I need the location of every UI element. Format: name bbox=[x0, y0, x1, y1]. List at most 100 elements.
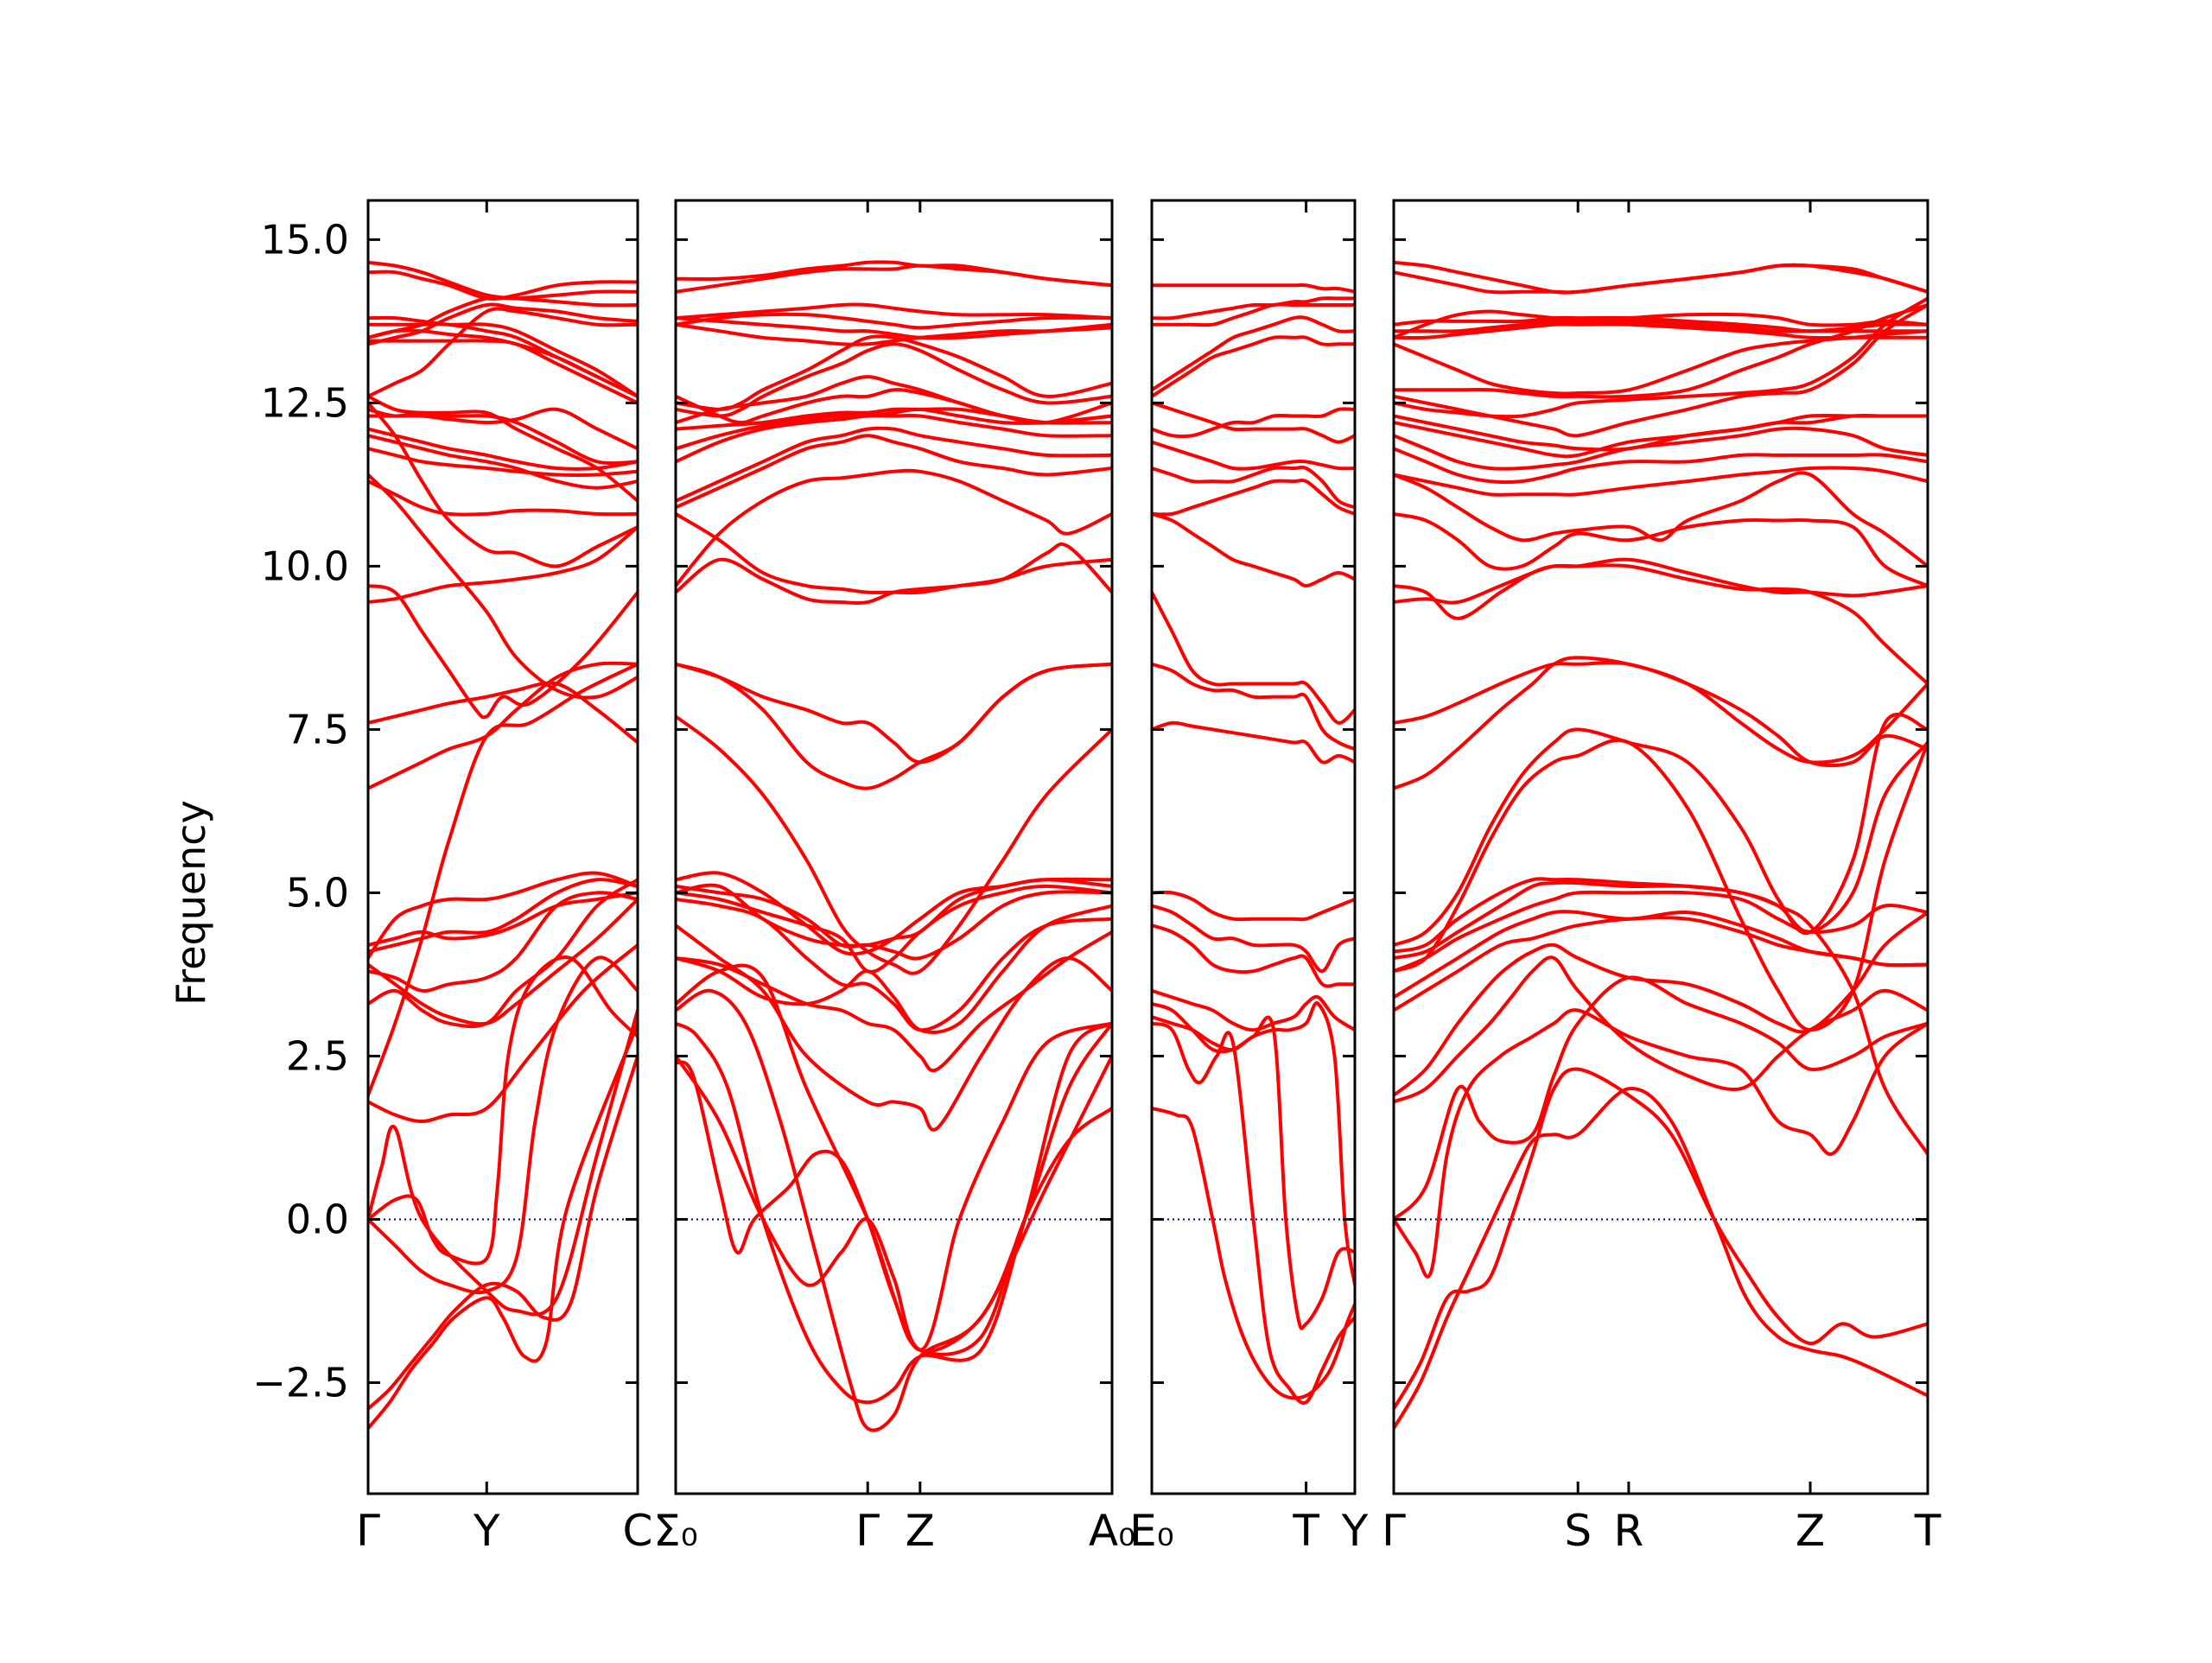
band-line bbox=[368, 681, 638, 745]
x-tick-label: Γ bbox=[1382, 1506, 1406, 1556]
band-line bbox=[368, 943, 638, 1123]
band-line bbox=[676, 316, 1112, 340]
band-line bbox=[1394, 263, 1928, 295]
panel-2-frame bbox=[674, 199, 1114, 1495]
band-line bbox=[676, 468, 1112, 588]
band-line bbox=[676, 542, 1112, 605]
x-tick-label: Y bbox=[473, 1506, 500, 1556]
y-tick-label: 0.0 bbox=[286, 1196, 349, 1242]
band-line bbox=[368, 260, 638, 308]
panel-3-frame bbox=[1150, 199, 1357, 1495]
x-tick-label: A₀ bbox=[1089, 1506, 1135, 1556]
panel-1-lines bbox=[368, 260, 638, 1431]
band-line bbox=[368, 1021, 638, 1431]
band-line bbox=[1394, 447, 1928, 485]
band-line bbox=[368, 662, 638, 1097]
band-line bbox=[1152, 315, 1355, 392]
band-line bbox=[676, 312, 1112, 330]
band-line bbox=[1394, 975, 1928, 1222]
band-line bbox=[1152, 401, 1355, 444]
band-line bbox=[1394, 296, 1928, 419]
band-line bbox=[1152, 1000, 1355, 1287]
band-line bbox=[1394, 1008, 1928, 1279]
band-line bbox=[1152, 924, 1355, 988]
band-line bbox=[676, 260, 1112, 288]
band-line bbox=[676, 375, 1112, 425]
band-line bbox=[1152, 511, 1355, 588]
band-line bbox=[368, 878, 638, 1029]
band-line bbox=[1394, 511, 1928, 588]
band-line bbox=[368, 407, 638, 466]
band-line bbox=[1152, 1021, 1355, 1406]
x-tick-label: Z bbox=[906, 1506, 935, 1556]
band-line bbox=[1152, 590, 1355, 725]
band-line bbox=[676, 963, 1112, 1352]
band-line bbox=[1152, 479, 1355, 517]
panel-3-lines bbox=[1152, 283, 1355, 1406]
band-line bbox=[1394, 557, 1928, 620]
y-tick-label: 7.5 bbox=[286, 706, 349, 752]
x-tick-label: T bbox=[1914, 1506, 1942, 1556]
band-line bbox=[368, 322, 638, 398]
band-line bbox=[1394, 413, 1928, 452]
band-line bbox=[676, 877, 1112, 948]
band-line bbox=[676, 334, 1112, 411]
band-line bbox=[1394, 322, 1928, 340]
band-line bbox=[368, 584, 638, 720]
band-line bbox=[1394, 955, 1928, 1104]
band-line bbox=[1152, 302, 1355, 327]
band-line bbox=[676, 302, 1112, 321]
band-line bbox=[676, 714, 1112, 975]
x-tick-label: C bbox=[623, 1506, 653, 1556]
band-line bbox=[368, 955, 638, 1295]
band-line bbox=[676, 342, 1112, 418]
band-line bbox=[1152, 720, 1355, 765]
band-line bbox=[1152, 407, 1355, 439]
x-tick-label: Γ bbox=[356, 1506, 380, 1556]
panel-2-lines bbox=[676, 260, 1112, 1432]
band-line bbox=[1152, 890, 1355, 922]
band-line bbox=[1152, 296, 1355, 321]
band-line bbox=[1394, 1087, 1928, 1431]
x-tick-label: Γ bbox=[855, 1506, 880, 1556]
band-line bbox=[1394, 260, 1928, 295]
band-line bbox=[676, 1060, 1112, 1356]
panel-4-lines bbox=[1394, 260, 1928, 1431]
series-layer bbox=[368, 260, 1928, 1432]
band-line bbox=[1394, 413, 1928, 459]
band-line bbox=[1394, 661, 1928, 768]
band-line bbox=[676, 1021, 1112, 1354]
band-line bbox=[1394, 319, 1928, 333]
band-line bbox=[676, 884, 1112, 974]
band-line bbox=[368, 878, 638, 954]
panel-4-frame bbox=[1392, 199, 1929, 1495]
band-line bbox=[1152, 904, 1355, 974]
band-line bbox=[368, 434, 638, 490]
band-line bbox=[1152, 662, 1355, 752]
x-tick-label: Z bbox=[1796, 1506, 1825, 1556]
y-tick-label: 15.0 bbox=[261, 216, 349, 263]
band-line bbox=[368, 1008, 638, 1317]
band-line bbox=[368, 302, 638, 346]
band-line bbox=[676, 426, 1112, 503]
band-line bbox=[368, 891, 638, 993]
band-line bbox=[1394, 740, 1928, 954]
band-line bbox=[1394, 303, 1928, 438]
band-line bbox=[676, 988, 1112, 1432]
band-line bbox=[1394, 1067, 1928, 1411]
y-tick-label: 5.0 bbox=[286, 869, 349, 916]
band-line bbox=[1394, 471, 1928, 568]
band-line bbox=[1394, 713, 1928, 947]
band-line bbox=[676, 511, 1112, 595]
band-line bbox=[368, 270, 638, 301]
band-line bbox=[1152, 283, 1355, 294]
band-line bbox=[368, 898, 638, 1026]
band-line bbox=[368, 447, 638, 478]
y-tick-label: 12.5 bbox=[261, 379, 349, 426]
band-line bbox=[368, 394, 638, 503]
x-tick-label: R bbox=[1614, 1506, 1644, 1556]
band-line bbox=[368, 661, 638, 790]
